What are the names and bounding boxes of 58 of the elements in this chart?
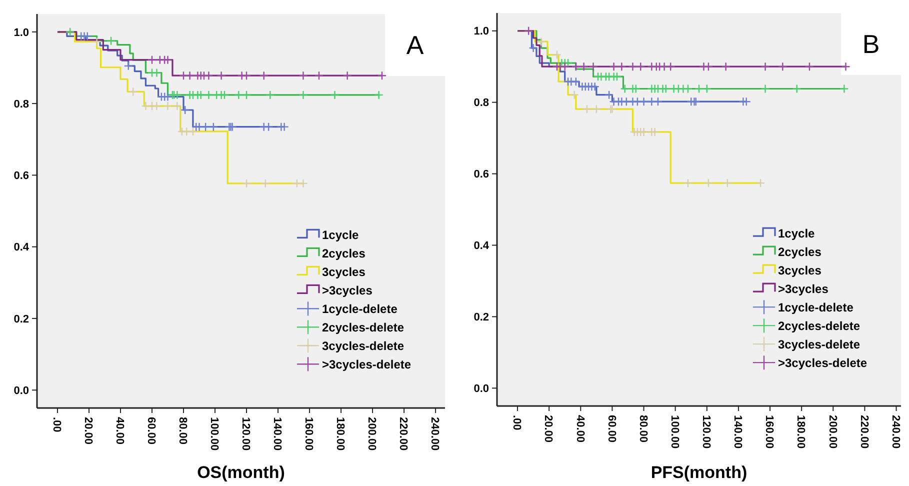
x-axis-title: OS(month) xyxy=(197,463,285,482)
x-tick-label: 40.00 xyxy=(574,415,586,443)
y-tick-label: 0.4 xyxy=(474,240,490,252)
x-tick-label: 100.00 xyxy=(208,417,220,451)
legend-label: 1cycle xyxy=(778,226,816,240)
x-tick-label: 220.00 xyxy=(858,415,870,449)
legend-label: 3cycles xyxy=(778,263,822,278)
y-tick-label: 0.2 xyxy=(474,312,489,324)
x-tick-label: 200.00 xyxy=(366,417,378,451)
y-tick-label: 0.2 xyxy=(14,313,29,326)
legend-label: 2cycles-delete xyxy=(322,320,404,334)
x-tick-label: 80.00 xyxy=(636,415,649,443)
x-tick-label: .00 xyxy=(510,415,523,430)
legend-label: 1cycle xyxy=(322,228,360,242)
y-tick-label: 0.6 xyxy=(14,170,29,182)
x-tick-label: 20.00 xyxy=(542,415,554,443)
x-tick-label: 120.00 xyxy=(240,417,252,451)
y-tick-label: 0.0 xyxy=(474,382,489,395)
x-tick-label: 240.00 xyxy=(428,417,441,451)
y-tick-label: 0.8 xyxy=(14,98,29,110)
legend-label: 3cycles-delete xyxy=(322,338,404,353)
legend-label: 2cycles xyxy=(322,246,366,260)
legend-label: >3cycles xyxy=(778,282,829,296)
x-tick-label: .00 xyxy=(50,417,63,432)
x-tick-label: 60.00 xyxy=(605,415,618,443)
x-tick-label: 180.00 xyxy=(794,415,807,449)
x-tick-label: 180.00 xyxy=(334,417,346,451)
x-tick-label: 100.00 xyxy=(668,415,680,449)
legend-label: 2cycles-delete xyxy=(778,318,860,333)
legend-label: 1cycle-delete xyxy=(322,302,398,316)
legend-label: 2cycles xyxy=(778,244,822,259)
y-tick-label: 0.0 xyxy=(14,384,29,397)
annotation: B xyxy=(862,29,880,59)
x-tick-label: 200.00 xyxy=(826,415,838,449)
legend-label: >3cycles-delete xyxy=(322,357,412,372)
x-tick-label: 60.00 xyxy=(145,417,158,445)
legend-label: >3cycles xyxy=(322,283,373,298)
legend-label: 1cycle-delete xyxy=(778,300,854,314)
legend-label: 3cycles xyxy=(322,264,366,279)
x-tick-label: 140.00 xyxy=(732,415,744,449)
y-tick-label: 0.6 xyxy=(474,168,489,181)
x-tick-label: 160.00 xyxy=(302,417,315,451)
x-axis-title: PFS(month) xyxy=(650,463,748,482)
legend-label: >3cycles-delete xyxy=(778,356,868,370)
x-tick-label: 120.00 xyxy=(700,415,712,449)
x-tick-label: 20.00 xyxy=(82,417,94,445)
y-tick-label: 0.8 xyxy=(474,97,489,110)
y-tick-label: 0.4 xyxy=(14,242,30,254)
y-tick-label: 1.0 xyxy=(14,26,29,39)
x-tick-label: 240.00 xyxy=(889,415,902,449)
x-tick-label: 80.00 xyxy=(176,417,189,445)
x-tick-label: 140.00 xyxy=(271,417,284,451)
legend-label: 3cycles-delete xyxy=(778,337,860,352)
y-tick-label: 1.0 xyxy=(474,26,489,38)
annotation: A xyxy=(406,30,424,60)
x-tick-label: 160.00 xyxy=(763,415,776,449)
x-tick-label: 220.00 xyxy=(397,417,410,451)
x-tick-label: 40.00 xyxy=(114,417,126,445)
